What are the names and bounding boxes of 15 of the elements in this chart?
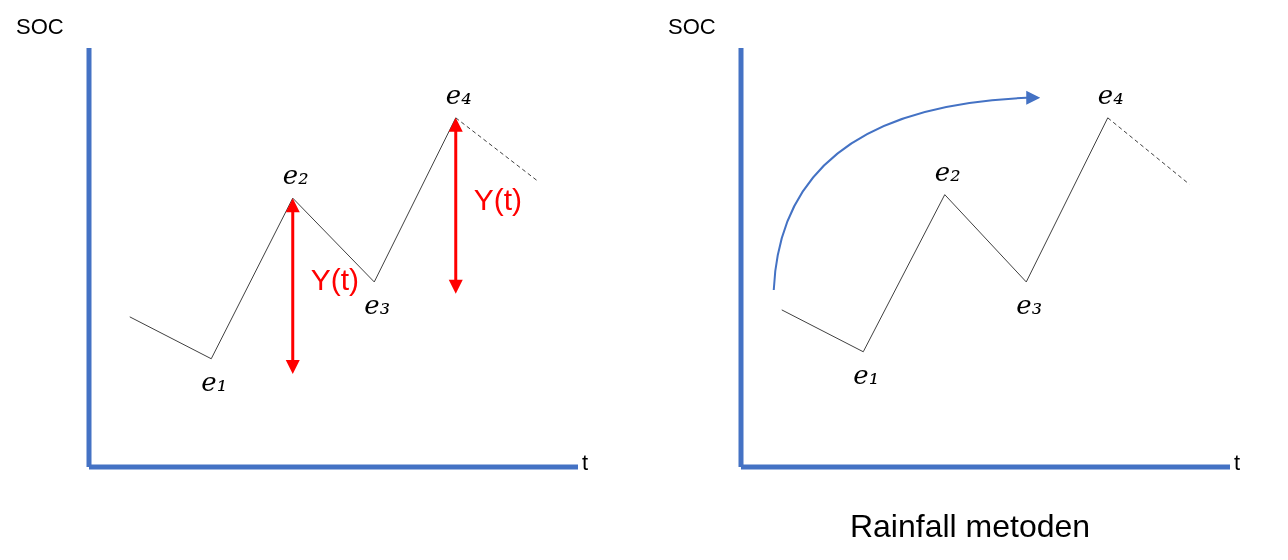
annotation: e₁	[853, 359, 880, 390]
annotation: e₁	[201, 366, 228, 397]
y-axis-title: SOC	[16, 14, 64, 40]
annotation: e₂	[282, 160, 309, 191]
x-axis-title: t	[1234, 450, 1241, 476]
y-axis-title: SOC	[668, 14, 716, 40]
annotation: Y(t)	[473, 183, 523, 217]
x-axis-title: t	[582, 450, 589, 476]
annotation: e₂	[934, 156, 961, 187]
annotation: e₄	[445, 79, 472, 110]
annotation: e₃	[364, 289, 391, 320]
annotation: Y(t)	[310, 263, 360, 297]
annotation: e₃	[1016, 289, 1043, 320]
annotation: e₄	[1097, 79, 1124, 110]
text: Rainfall metoden	[849, 508, 1091, 545]
